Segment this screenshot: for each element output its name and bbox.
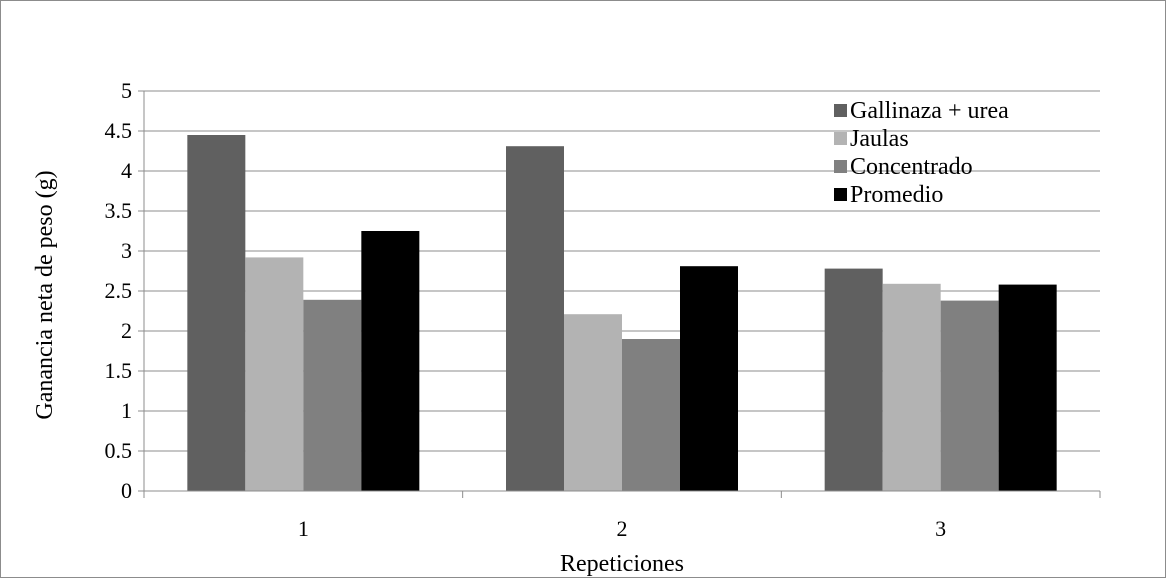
bars — [187, 135, 1057, 491]
legend-label: Gallinaza + urea — [850, 98, 1009, 124]
y-tick-label: 3 — [121, 238, 132, 263]
bar-concentrado-1 — [303, 299, 362, 491]
bar-gallinaza-urea-3 — [824, 268, 883, 491]
legend-swatch — [834, 160, 847, 173]
y-tick-label: 2 — [121, 318, 132, 343]
bar-gallinaza-urea-2 — [506, 146, 564, 491]
y-tick-label: 3.5 — [105, 198, 133, 223]
bar-promedio-2 — [680, 266, 738, 491]
x-tick-label: 3 — [935, 516, 946, 541]
axes: 0 0.5 1 1.5 2 2.5 3 3.5 4 4.5 5 1 2 3 — [105, 78, 1101, 541]
y-tick-label: 2.5 — [105, 278, 133, 303]
y-tick-label: 0.5 — [105, 438, 133, 463]
legend-swatch — [834, 104, 847, 117]
bar-concentrado-3 — [940, 300, 999, 491]
legend-label: Promedio — [850, 182, 943, 208]
legend-swatch — [834, 132, 847, 145]
y-tick-label: 0 — [121, 478, 132, 503]
bar-jaulas-3 — [882, 283, 941, 491]
y-axis-title: Ganancia neta de peso (g) — [32, 170, 58, 419]
legend: Gallinaza + ureaJaulasConcentradoPromedi… — [834, 98, 1009, 208]
x-axis-title: Repeticiones — [560, 551, 684, 577]
bar-gallinaza-urea-1 — [187, 135, 246, 491]
legend-label: Concentrado — [850, 154, 973, 180]
bar-jaulas-2 — [564, 314, 622, 491]
legend-label: Jaulas — [850, 126, 909, 152]
y-tick-label: 1 — [121, 398, 132, 423]
x-tick-label: 1 — [298, 516, 309, 541]
bar-promedio-1 — [361, 231, 420, 491]
y-tick-label: 4.5 — [105, 118, 133, 143]
bar-jaulas-1 — [245, 257, 304, 491]
legend-swatch — [834, 188, 847, 201]
y-tick-label: 1.5 — [105, 358, 133, 383]
bar-concentrado-2 — [622, 339, 680, 491]
y-tick-label: 4 — [121, 158, 132, 183]
x-tick-label: 2 — [617, 516, 628, 541]
bar-promedio-3 — [998, 284, 1057, 491]
y-tick-label: 5 — [121, 78, 132, 103]
